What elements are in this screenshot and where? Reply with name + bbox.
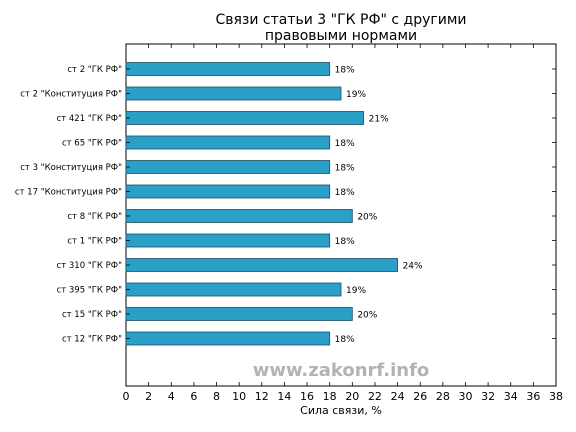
- y-tick-label: ст 1 "ГК РФ": [67, 237, 122, 247]
- bar: [125, 160, 331, 174]
- data-label: 18%: [335, 188, 355, 198]
- y-tick-label: ст 15 "ГК РФ": [62, 310, 122, 320]
- x-tick-label: 10: [232, 390, 246, 403]
- y-tick-label: ст 12 "ГК РФ": [62, 335, 122, 345]
- y-tick-label: ст 65 "ГК РФ": [62, 139, 122, 149]
- y-tick-label: ст 2 "Конституция РФ": [20, 90, 122, 100]
- bar: [125, 86, 342, 101]
- data-label: 18%: [335, 66, 355, 76]
- y-tick-label: ст 8 "ГК РФ": [67, 212, 122, 222]
- chart-title-line-2: правовыми нормами: [264, 28, 418, 44]
- x-tick-label: 22: [368, 390, 382, 403]
- y-tick-label: ст 2 "ГК РФ": [67, 65, 122, 75]
- y-axis: ст 2 "ГК РФ" ст 2 "Конституция РФ" ст 421 …: [15, 65, 556, 345]
- data-label: 21%: [369, 115, 389, 125]
- x-axis: 0 2 4 6 8 10 12 14 16 18 20 22 24 26 28 30 32 34 36 38: [123, 44, 563, 403]
- bar: [125, 307, 353, 321]
- bar: [125, 282, 342, 297]
- bar: [125, 258, 398, 272]
- bar: [125, 209, 353, 223]
- x-tick-label: 32: [481, 390, 495, 403]
- data-label: 19%: [346, 286, 366, 296]
- x-tick-label: 8: [213, 390, 220, 403]
- data-label: 20%: [357, 213, 377, 223]
- x-tick-label: 4: [168, 390, 175, 403]
- x-tick-label: 34: [504, 390, 518, 403]
- bar: [125, 111, 365, 125]
- x-tick-label: 20: [345, 390, 359, 403]
- data-label: 18%: [335, 164, 355, 174]
- x-tick-label: 24: [391, 390, 405, 403]
- x-tick-label: 16: [300, 390, 314, 403]
- x-tick-label: 38: [549, 390, 563, 403]
- data-label: 24%: [403, 262, 423, 272]
- x-tick-label: 12: [255, 390, 269, 403]
- data-label: 18%: [335, 237, 355, 247]
- data-label: 19%: [346, 90, 366, 100]
- bar: [125, 331, 331, 346]
- bar: [125, 135, 331, 150]
- y-tick-label: ст 395 "ГК РФ": [57, 286, 123, 296]
- y-tick-label: ст 421 "ГК РФ": [57, 114, 123, 124]
- y-tick-label: ст 310 "ГК РФ": [57, 261, 123, 271]
- data-label: 18%: [335, 139, 355, 149]
- y-tick-label: ст 17 "Конституция РФ": [15, 188, 122, 198]
- data-label: 18%: [335, 335, 355, 345]
- x-tick-label: 28: [436, 390, 450, 403]
- bar: [125, 62, 331, 76]
- x-tick-label: 18: [323, 390, 337, 403]
- watermark: www.zakonrf.info: [252, 360, 430, 381]
- x-tick-label: 26: [413, 390, 427, 403]
- data-label: 20%: [357, 311, 377, 321]
- x-tick-label: 14: [277, 390, 291, 403]
- x-tick-label: 0: [123, 390, 130, 403]
- x-tick-label: 2: [145, 390, 152, 403]
- x-axis-label: Сила связи, %: [300, 404, 382, 417]
- x-tick-label: 30: [458, 390, 472, 403]
- y-tick-label: ст 3 "Конституция РФ": [20, 163, 122, 173]
- x-tick-label: 36: [526, 390, 540, 403]
- bar: [125, 233, 331, 248]
- chart-title-line-1: Связи статьи 3 "ГК РФ" с другими: [215, 12, 467, 28]
- bar: [125, 184, 331, 199]
- x-tick-label: 6: [190, 390, 197, 403]
